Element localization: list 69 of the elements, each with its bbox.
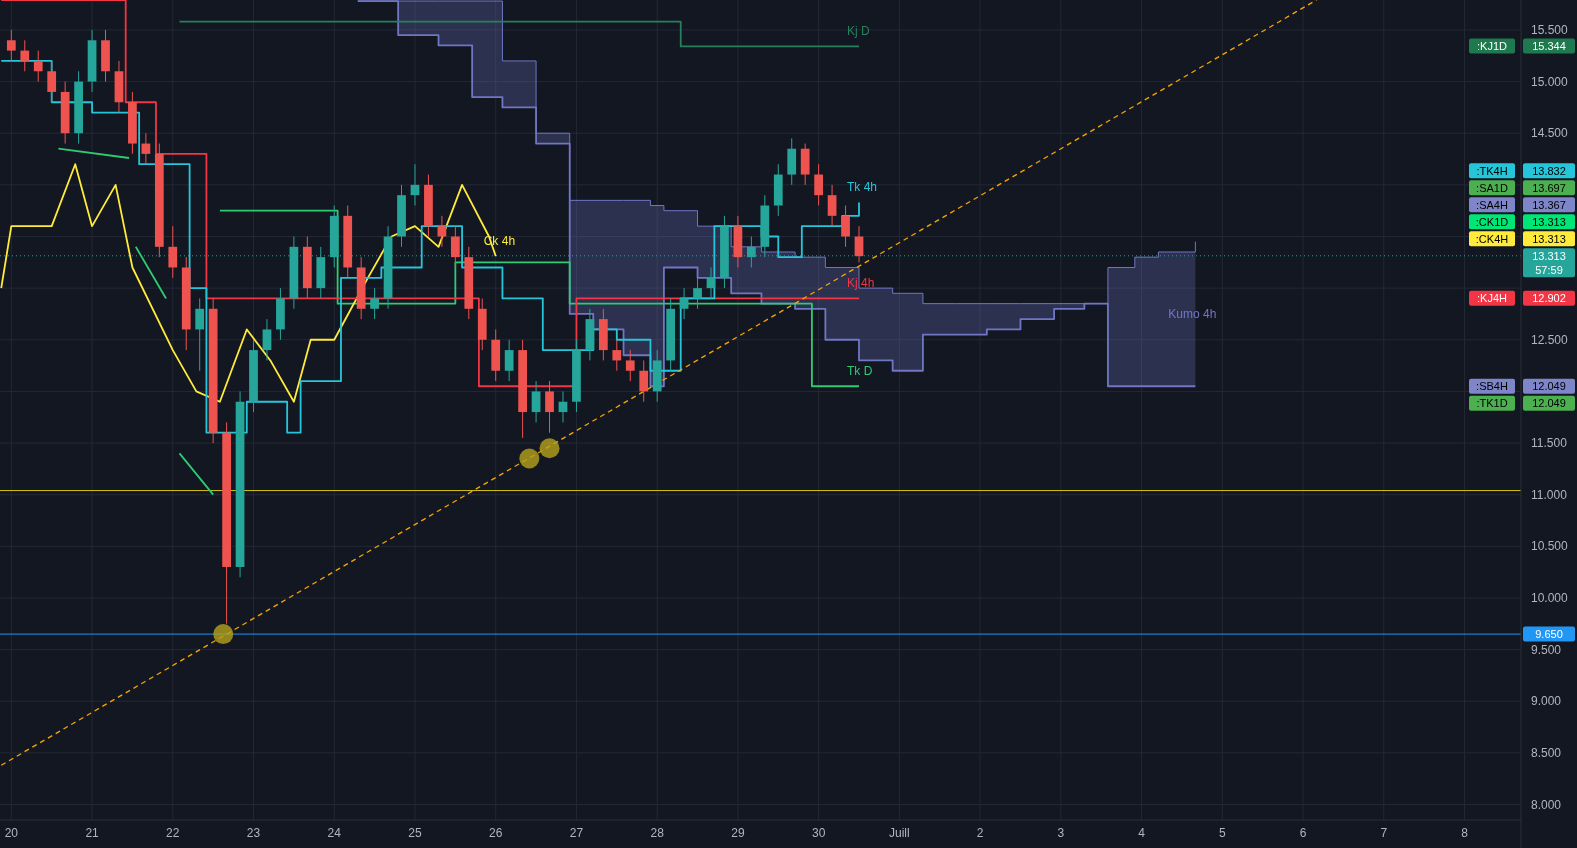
x-tick-label: 29 [731, 826, 745, 840]
x-tick-label: 25 [408, 826, 422, 840]
y-tick-label: 12.500 [1531, 332, 1569, 347]
y-tick-label: 9.500 [1531, 642, 1562, 657]
candlestick [504, 339, 514, 382]
y-tick-label: 15.000 [1531, 74, 1569, 89]
x-tick-label: 3 [1057, 826, 1065, 840]
ref-line-label: 13.313 [1532, 249, 1566, 262]
y-tick-label: 10.000 [1531, 590, 1569, 605]
candlestick [854, 225, 864, 263]
text: :KJ1D 15.344 [1477, 40, 1566, 53]
x-tick-label: Juill [889, 826, 910, 840]
candlestick [20, 39, 30, 72]
x-tick-label: 28 [650, 826, 665, 840]
ref-line-label: 9.650 [1535, 628, 1563, 641]
x-tick-label: 7 [1380, 826, 1388, 840]
candlestick [841, 205, 850, 248]
candlestick [679, 287, 689, 320]
candlestick [370, 287, 379, 320]
y-tick-label: 8.500 [1531, 745, 1562, 760]
y-tick-label: 11.000 [1531, 487, 1568, 502]
text: Kumo 4h [1168, 306, 1217, 321]
text: :CK4H 13.313 [1475, 232, 1566, 245]
y-tick-label: 14.500 [1531, 126, 1569, 141]
x-tick-label: 27 [569, 826, 584, 840]
candlestick [814, 163, 824, 207]
y-tick-label: 11.500 [1531, 436, 1568, 451]
x-tick-label: 5 [1218, 826, 1226, 840]
candlestick [545, 380, 554, 434]
series-label: Kj D [847, 24, 871, 39]
x-tick-label: 23 [246, 826, 261, 840]
x-tick-label: 4 [1138, 826, 1146, 840]
text: :SA1D 13.697 [1476, 181, 1566, 194]
series-label: Tk 4h [847, 180, 878, 195]
y-tick-label: 9.000 [1531, 694, 1562, 709]
x-tick-label: 26 [489, 826, 503, 840]
text: :TK4H 13.832 [1476, 164, 1566, 177]
text: :SA4H 13.367 [1476, 198, 1566, 211]
candlestick [625, 349, 635, 382]
x-tick-label: 21 [85, 826, 100, 840]
candlestick [47, 60, 57, 103]
text: :SB4H 12.049 [1476, 380, 1566, 393]
candlestick [531, 380, 541, 423]
candlestick [450, 225, 460, 268]
x-tick-label: 2 [976, 826, 984, 840]
x-tick-label: 20 [4, 826, 19, 840]
candlestick [827, 184, 837, 227]
text: :CK1D 13.313 [1475, 215, 1566, 228]
candlestick [33, 50, 43, 83]
x-tick-label: 30 [811, 826, 826, 840]
candlestick [6, 29, 16, 62]
candlestick [639, 359, 649, 403]
text: :KJ4H 12.902 [1477, 292, 1566, 305]
x-tick-label: 24 [327, 826, 342, 840]
candlestick [262, 318, 272, 361]
text: 57:59 [1535, 263, 1563, 276]
y-tick-label: 10.500 [1531, 539, 1569, 554]
candlestick [612, 339, 622, 372]
x-tick-label: 22 [166, 826, 180, 840]
series-label: Tk D [847, 364, 873, 379]
y-tick-label: 15.500 [1531, 22, 1569, 37]
x-tick-label: 6 [1299, 826, 1307, 840]
x-tick-label: 8 [1461, 826, 1469, 840]
series-label: Kj 4h [847, 276, 875, 291]
candlestick [168, 225, 178, 279]
text: :TK1D 12.049 [1476, 397, 1566, 410]
candlestick [693, 277, 702, 310]
y-tick-label: 8.000 [1531, 797, 1562, 812]
candlestick [195, 297, 205, 372]
